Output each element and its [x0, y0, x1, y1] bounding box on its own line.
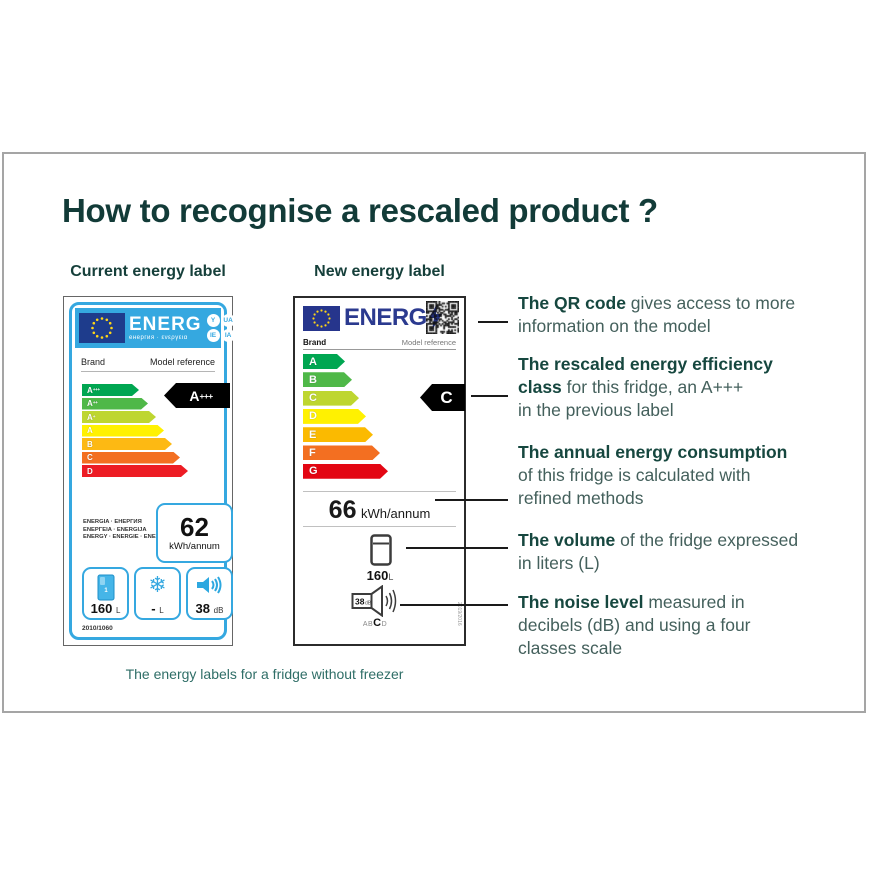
fridge-icon: 1 — [97, 574, 114, 601]
annotation-line: information on the model — [518, 316, 711, 336]
snowflake-icon: ❄ — [148, 572, 167, 597]
volume-box: 1 160 L — [82, 567, 129, 620]
svg-text:1: 1 — [104, 588, 108, 594]
eu-flag-icon — [79, 313, 125, 343]
model-reference-label: Model reference — [401, 338, 456, 347]
current-label-header: ENERG енергия · ενεργεια Y UA IE IA — [75, 308, 235, 348]
annotation-line: refined methods — [518, 488, 644, 508]
energ-wordmark: ENERG енергия · ενεργεια — [129, 314, 202, 341]
annotation-line: The noise level measured in — [518, 592, 745, 612]
annotation-line: decibels (dB) and using a four — [518, 615, 751, 635]
current-label-body: ENERG енергия · ενεργεια Y UA IE IA Bran… — [69, 302, 235, 640]
annotation-line: of this fridge is calculated with — [518, 465, 751, 485]
volume-value: 160L — [366, 568, 394, 583]
fridge-icon — [370, 534, 392, 566]
brand-model-row: Brand Model reference — [81, 357, 215, 372]
page-title: How to recognise a rescaled product ? — [62, 192, 658, 229]
connector-qr — [478, 321, 508, 323]
annotation-qr-code: The QR code gives access to more informat… — [518, 292, 848, 338]
connector-noise — [400, 604, 508, 606]
annotation-rescaled-class: The rescaled energy efficiency class for … — [518, 353, 848, 422]
badge-ie: IE — [206, 329, 220, 342]
annotation-noise-level: The noise level measured in decibels (dB)… — [518, 591, 848, 660]
freezer-box: ❄ - L — [134, 567, 181, 620]
class-arrow-A++: A ++ — [82, 398, 148, 410]
eu-stars — [312, 309, 331, 328]
brand-label: Brand — [303, 338, 327, 347]
current-label-heading: Current energy label — [70, 263, 226, 280]
class-arrow-B: B — [303, 372, 352, 387]
badge-ia: IA — [221, 329, 235, 342]
annotation-volume: The volume of the fridge expressed in lit… — [518, 529, 848, 575]
brand-model-row: Brand Model reference — [303, 338, 456, 350]
class-arrow-A+: A + — [82, 411, 156, 423]
annual-consumption: 66 kWh/annum — [328, 496, 431, 524]
rating-arrow-a+++: A +++ — [164, 383, 230, 408]
efficiency-class-scale: A +++ A ++ A + A B C D — [82, 384, 188, 479]
regulation-number: 2019/2016 — [456, 602, 462, 626]
annotation-line: in liters (L) — [518, 553, 600, 573]
class-arrow-C: C — [82, 452, 180, 464]
multilingual-energy-text: ENERGIA · ЕНЕРГИЯ ENEPΓEIA · ENERGIJA EN… — [83, 519, 166, 540]
noise-class-scale: ABCD — [362, 617, 388, 629]
energ-wordmark: ENERG — [344, 304, 427, 331]
badge-ua: UA — [221, 314, 235, 327]
class-arrow-E: E — [303, 427, 373, 442]
annotation-line: The annual energy consumption — [518, 442, 788, 462]
speaker-icon — [196, 576, 221, 594]
brand-label: Brand — [81, 357, 106, 367]
divider — [303, 526, 456, 527]
annotation-line: The volume of the fridge expressed — [518, 530, 799, 550]
class-arrow-C: C — [303, 391, 359, 406]
new-label-heading: New energy label — [314, 263, 445, 280]
annotation-line: class for this fridge, an A+++ — [518, 377, 744, 397]
class-arrow-A+++: A +++ — [82, 384, 139, 396]
speaker-icon: 38 dB — [351, 585, 397, 617]
class-arrow-A: A — [303, 354, 345, 369]
class-arrow-A: A — [82, 425, 164, 437]
model-reference-label: Model reference — [149, 357, 215, 367]
connector-consumption — [435, 499, 508, 501]
connector-class — [471, 395, 508, 397]
regulation-number: 2010/1060 — [82, 625, 113, 632]
annual-consumption-box: 62 kWh/annum — [156, 503, 233, 563]
divider — [303, 491, 456, 492]
class-arrow-B: B — [82, 438, 172, 450]
annotation-line: in the previous label — [518, 400, 674, 420]
eu-stars — [91, 317, 113, 339]
class-arrow-D: D — [303, 409, 366, 424]
eu-flag-icon — [303, 306, 340, 331]
class-arrow-F: F — [303, 445, 380, 460]
figure-caption: The energy labels for a fridge without f… — [125, 666, 404, 682]
rating-arrow-c: C — [420, 384, 465, 411]
language-badges: Y UA IE IA — [206, 314, 235, 342]
annotation-annual-consumption: The annual energy consumption of this fri… — [518, 441, 848, 510]
svg-text:38: 38 — [355, 597, 365, 607]
annotation-line: classes scale — [518, 638, 623, 658]
svg-text:dB: dB — [365, 601, 372, 607]
badge-y: Y — [206, 314, 220, 327]
annotation-line: The QR code gives access to more — [518, 293, 796, 313]
annotation-line: The rescaled energy efficiency — [518, 354, 773, 374]
class-arrow-D: D — [82, 465, 188, 477]
current-energy-label: ENERG енергия · ενεργεια Y UA IE IA Bran… — [63, 296, 235, 646]
connector-volume — [406, 547, 508, 549]
qr-code — [426, 301, 459, 334]
noise-box: 38 dB — [186, 567, 233, 620]
class-arrow-G: G — [303, 464, 388, 479]
